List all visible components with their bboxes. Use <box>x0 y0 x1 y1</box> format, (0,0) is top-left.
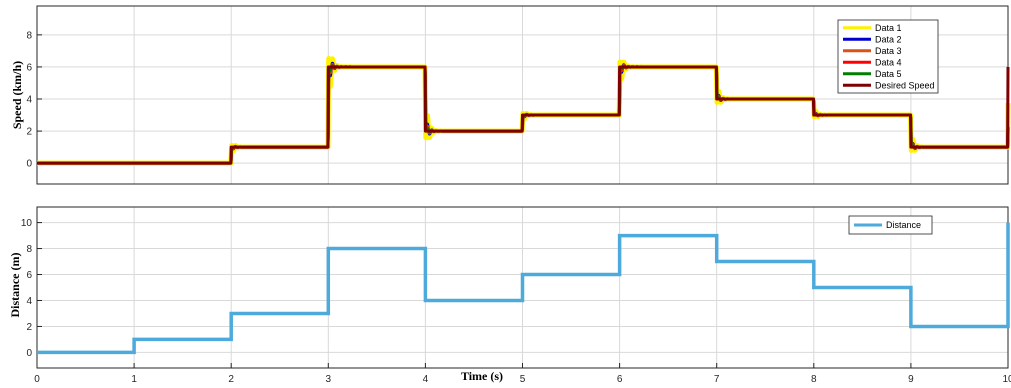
series-line-desired-speed <box>35 65 1010 165</box>
x-tick-label: 3 <box>326 374 332 385</box>
legend-box <box>848 215 933 235</box>
x-tick-label: 9 <box>908 374 914 385</box>
speed-ylabel: Speed (km/h) <box>10 61 24 129</box>
y-tick-label: 8 <box>26 30 32 41</box>
y-tick-label: 2 <box>26 322 32 333</box>
series-line-distance <box>37 222 1010 355</box>
distance-yticks: 0 2 4 6 8 10 <box>21 218 42 359</box>
y-tick-label: 0 <box>26 348 32 359</box>
distance-axes: 0 2 4 6 8 10 0 1 2 3 4 5 6 7 8 9 10 Distance (m) Time (… <box>8 206 1011 385</box>
y-tick-label: 6 <box>26 270 32 281</box>
x-tick-label: 2 <box>228 374 234 385</box>
time-xlabel: Time (s) <box>461 369 503 383</box>
x-tick-label: 10 <box>1002 374 1011 385</box>
y-tick-label: 4 <box>26 296 32 307</box>
x-tick-label: 8 <box>811 374 817 385</box>
legend-label-data-3: Data 3 <box>875 46 902 56</box>
legend-label-data-1: Data 1 <box>875 23 902 33</box>
y-tick-label: 4 <box>26 95 32 106</box>
speed-yticks: 0 2 4 6 8 <box>26 30 42 170</box>
distance-legend: Distance <box>848 215 933 235</box>
legend-label-data-2: Data 2 <box>875 34 902 44</box>
legend-box <box>837 19 939 94</box>
x-tick-label: 0 <box>34 374 40 385</box>
legend-label-data-5: Data 5 <box>875 69 902 79</box>
legend-label-distance: Distance <box>886 220 921 230</box>
y-tick-label: 0 <box>26 159 32 170</box>
legend-label-data-4: Data 4 <box>875 57 902 67</box>
y-tick-label: 8 <box>26 244 32 255</box>
distance-ylabel: Distance (m) <box>8 253 22 318</box>
x-tick-label: 5 <box>520 374 526 385</box>
distance-series-group <box>37 222 1010 355</box>
distance-xticks: 0 1 2 3 4 5 6 7 8 9 10 <box>34 363 1011 385</box>
y-tick-label: 6 <box>26 62 32 73</box>
x-tick-label: 7 <box>714 374 720 385</box>
x-tick-label: 6 <box>617 374 623 385</box>
x-tick-label: 1 <box>131 374 137 385</box>
legend-label-desired-speed: Desired Speed <box>875 80 935 90</box>
speed-series-group <box>34 55 1011 166</box>
x-tick-label: 4 <box>423 374 429 385</box>
y-tick-label: 10 <box>21 218 33 229</box>
y-tick-label: 2 <box>26 127 32 138</box>
